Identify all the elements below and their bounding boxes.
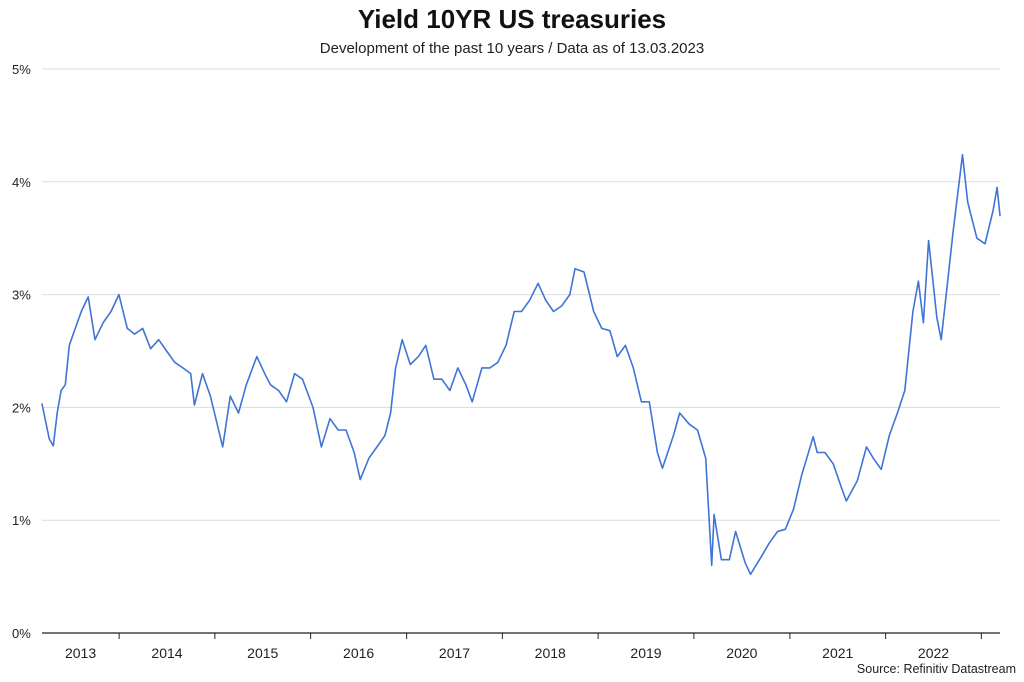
x-tick-label: 2019 xyxy=(630,645,661,661)
series-layer xyxy=(41,153,1001,576)
chart-title: Yield 10YR US treasuries xyxy=(357,4,667,34)
x-tick-label: 2018 xyxy=(535,645,566,661)
gridlines xyxy=(42,68,1000,521)
y-tick-label: 5% xyxy=(12,62,31,77)
x-tick-label: 2015 xyxy=(247,645,278,661)
x-tick-label: 2014 xyxy=(151,645,182,661)
y-tick-label: 1% xyxy=(12,513,31,528)
source-note: Source: Refinitiv Datastream xyxy=(856,662,1016,676)
y-tick-label: 3% xyxy=(12,288,31,303)
series-line-yield xyxy=(41,153,1001,576)
x-tick-label: 2016 xyxy=(343,645,374,661)
x-tick-label: 2021 xyxy=(822,645,853,661)
y-tick-label: 4% xyxy=(12,175,31,190)
chart-subtitle: Development of the past 10 years / Data … xyxy=(319,40,705,57)
x-tick-label: 2022 xyxy=(918,645,949,661)
x-tick-label: 2013 xyxy=(65,645,96,661)
x-axis: 2013 2014 2015 2016 2017 2018 2019 2020 2021 2022 xyxy=(42,632,1000,661)
x-tick-label: 2017 xyxy=(439,645,470,661)
y-tick-label: 0% xyxy=(12,626,31,641)
x-tick-label: 2020 xyxy=(726,645,757,661)
y-axis-ticks: 0% 1% 2% 3% 4% 5% xyxy=(12,62,31,641)
y-tick-label: 2% xyxy=(12,400,31,415)
